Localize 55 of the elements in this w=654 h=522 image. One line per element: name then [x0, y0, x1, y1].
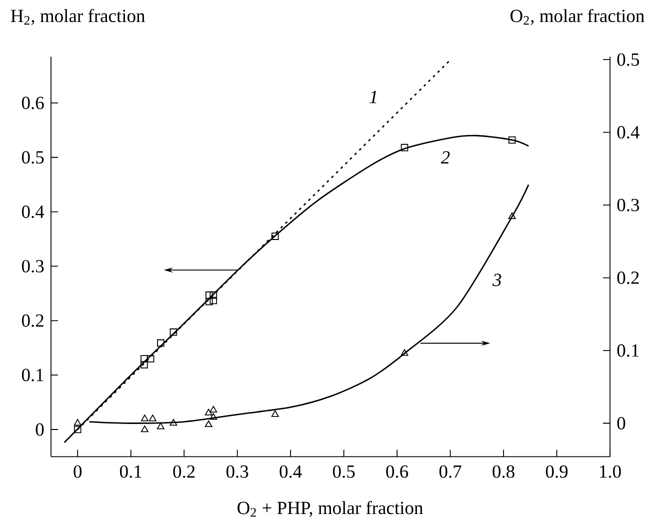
point [210, 413, 218, 420]
y-tick-label: 0.5 [22, 151, 44, 164]
x-tick-label: 0 [74, 465, 82, 478]
y-tick-label: 0.6 [22, 96, 44, 110]
x-tick-label: 1.0 [600, 465, 621, 478]
point [210, 406, 218, 413]
point [204, 420, 212, 428]
point [205, 298, 213, 306]
x-tick-label: 0.4 [280, 465, 302, 478]
point [156, 422, 164, 430]
point [400, 144, 408, 152]
x-tick-label: 0.2 [173, 465, 195, 478]
point [210, 291, 218, 299]
y2-tick-label: 0.3 [617, 198, 640, 212]
point [170, 328, 178, 336]
x-tick-label: 0.3 [226, 465, 248, 478]
y2-tick-label: 0.2 [617, 272, 639, 284]
x-tick-label: 0.7 [439, 465, 462, 478]
point [170, 418, 178, 426]
series-label: 3 [492, 274, 502, 286]
point [140, 426, 148, 432]
point [508, 212, 516, 220]
y-tick-label: 0.2 [22, 314, 44, 327]
point [271, 232, 279, 240]
point [204, 408, 212, 416]
point [148, 414, 156, 422]
point [271, 410, 279, 417]
y2-tick-label: 0 [617, 417, 626, 430]
x-tick-label: 0.1 [120, 465, 142, 478]
point [400, 349, 408, 356]
y2-tick-label: 0.4 [617, 126, 640, 139]
y2-axis-title: O$_{2}$, molar fraction [510, 8, 644, 25]
x-axis-title: O$_{2}$ + PHP, molar fraction [238, 500, 423, 517]
point [205, 291, 213, 299]
y-tick-label: 0.4 [22, 206, 44, 218]
y-tick-label: 0 [36, 423, 44, 436]
y2-tick-label: 0.1 [617, 344, 639, 357]
x-tick-label: 0.6 [386, 465, 408, 478]
series-label: 2 [440, 151, 450, 164]
series-label: 1 [370, 90, 376, 104]
point [140, 361, 148, 368]
point [508, 136, 516, 144]
x-tick-label: 0.8 [492, 465, 514, 478]
y-tick-label: 0.3 [22, 260, 44, 273]
y-tick-label: 0.1 [22, 368, 44, 382]
point [140, 414, 148, 422]
y2-tick-label: 0.5 [617, 53, 640, 66]
point [146, 355, 154, 362]
point [157, 339, 164, 347]
point [74, 426, 82, 434]
x-tick-label: 0.5 [332, 465, 355, 478]
point [74, 418, 82, 426]
point [210, 296, 218, 304]
y-axis-title: H$_{2}$, molar fraction [10, 8, 145, 25]
x-tick-label: 0.9 [546, 465, 568, 478]
